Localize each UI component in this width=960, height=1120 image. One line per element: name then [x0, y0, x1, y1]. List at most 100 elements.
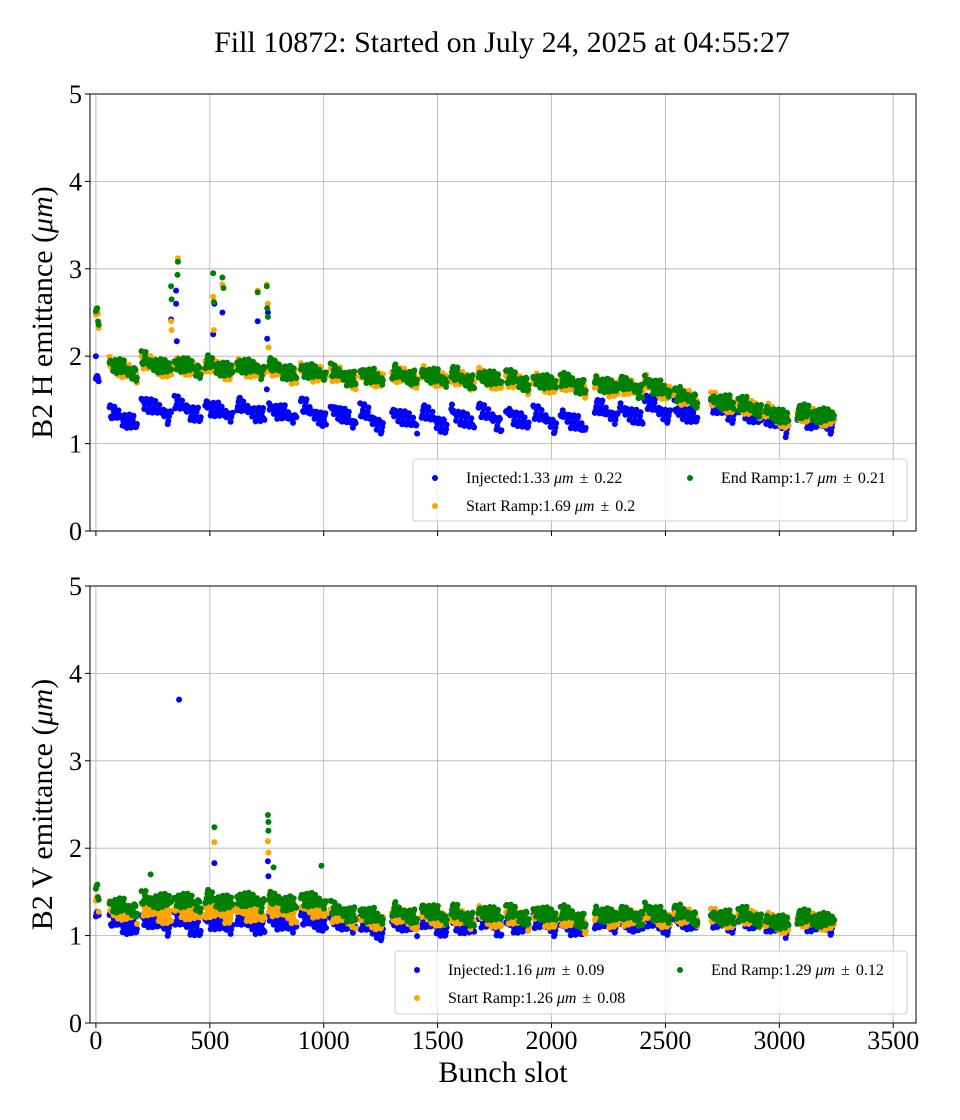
injected-point	[553, 420, 560, 427]
x-tick-label: 1000	[298, 1026, 350, 1055]
injected-point	[742, 415, 749, 422]
injected-point	[240, 398, 247, 405]
injected-point	[156, 402, 163, 408]
end-ramp-point	[166, 892, 172, 899]
end-ramp-point	[264, 313, 271, 320]
injected-point	[471, 424, 478, 431]
end-ramp-point	[94, 305, 101, 312]
end-ramp-point	[495, 371, 501, 378]
end-ramp-point	[142, 888, 149, 894]
y-tick-label: 3	[69, 255, 82, 284]
injected-point	[538, 407, 545, 413]
end-ramp-point	[525, 382, 532, 389]
end-ramp-point	[271, 357, 278, 364]
injected-point	[270, 410, 277, 417]
injected-point	[694, 414, 701, 421]
end-ramp-point	[166, 360, 172, 367]
injected-point	[316, 416, 323, 423]
injected-point	[303, 396, 310, 403]
start-ramp-point	[293, 380, 300, 386]
injected-point	[173, 287, 180, 294]
end-ramp-point	[785, 417, 792, 424]
injected-point	[599, 397, 606, 404]
end-ramp-series	[92, 258, 837, 426]
x-tick-label: 3000	[753, 1026, 805, 1055]
end-ramp-point	[285, 370, 292, 377]
start-ramp-point	[95, 908, 102, 915]
end-ramp-point	[411, 367, 418, 374]
injected-point	[229, 409, 236, 416]
end-ramp-point	[188, 892, 195, 899]
end-ramp-point	[692, 392, 699, 398]
legend-series-name: Start Ramp:	[466, 498, 543, 515]
y-tick-label: 2	[69, 834, 82, 863]
injected-point	[197, 927, 204, 934]
injected-point	[441, 417, 447, 424]
end-ramp-point	[392, 361, 399, 368]
injected-point	[208, 409, 215, 416]
end-ramp-point	[95, 896, 102, 903]
end-ramp-point	[220, 285, 227, 291]
end-ramp-point	[321, 376, 327, 383]
legend-unit: μm	[553, 470, 574, 487]
legend-std: 0.2	[615, 498, 635, 515]
y-tick-label: 1	[69, 430, 82, 459]
injected-point	[168, 409, 175, 416]
end-ramp-point	[364, 373, 371, 379]
injected-point	[133, 421, 140, 427]
injected-point	[293, 414, 300, 421]
injected-point	[275, 410, 282, 417]
injected-point	[414, 933, 421, 940]
end-ramp-point	[95, 321, 102, 328]
end-ramp-point	[306, 368, 313, 375]
injected-point	[264, 858, 271, 865]
injected-point	[361, 401, 368, 408]
injected-point	[410, 414, 417, 421]
end-ramp-point	[228, 362, 235, 369]
end-ramp-point	[511, 369, 518, 376]
end-ramp-point	[434, 366, 441, 373]
end-ramp-point	[261, 364, 268, 371]
injected-point	[582, 424, 589, 431]
injected-point	[725, 416, 732, 423]
end-ramp-point	[351, 368, 358, 375]
legend-std: 0.22	[594, 470, 622, 487]
injected-point	[218, 403, 225, 410]
injected-point	[260, 405, 267, 411]
end-ramp-point	[552, 378, 559, 384]
end-ramp-point	[340, 376, 347, 383]
y-tick-label: 1	[69, 922, 82, 951]
legend-series-name: End Ramp:	[721, 470, 793, 487]
injected-point	[660, 416, 667, 423]
injected-point	[453, 417, 460, 424]
start-ramp-point	[168, 318, 175, 325]
injected-point	[195, 404, 201, 411]
injected-point	[165, 418, 172, 424]
y-tick-label: 5	[69, 572, 82, 601]
injected-point	[379, 420, 386, 426]
injected-point	[828, 428, 835, 435]
injected-point	[438, 425, 445, 432]
y-axis-label-text: B2 V emittance (	[26, 726, 59, 931]
end-ramp-point	[132, 903, 139, 909]
y-tick-label: 4	[69, 167, 82, 196]
start-ramp-point	[261, 914, 268, 921]
end-ramp-point	[290, 895, 297, 902]
start-ramp-point	[265, 849, 272, 856]
injected-point	[141, 406, 148, 412]
start-ramp-point	[210, 293, 217, 300]
legend-mean: 1.33	[522, 470, 554, 487]
injected-point	[414, 430, 421, 437]
injected-point	[188, 413, 195, 420]
end-ramp-point	[161, 357, 168, 363]
injected-point	[210, 331, 217, 338]
injected-point	[573, 419, 580, 426]
end-ramp-point	[758, 402, 765, 408]
end-ramp-point	[293, 904, 300, 911]
injected-point	[173, 300, 180, 307]
start-ramp-point	[498, 922, 505, 929]
legend-pm: ±	[580, 470, 589, 487]
injected-point	[345, 408, 352, 415]
